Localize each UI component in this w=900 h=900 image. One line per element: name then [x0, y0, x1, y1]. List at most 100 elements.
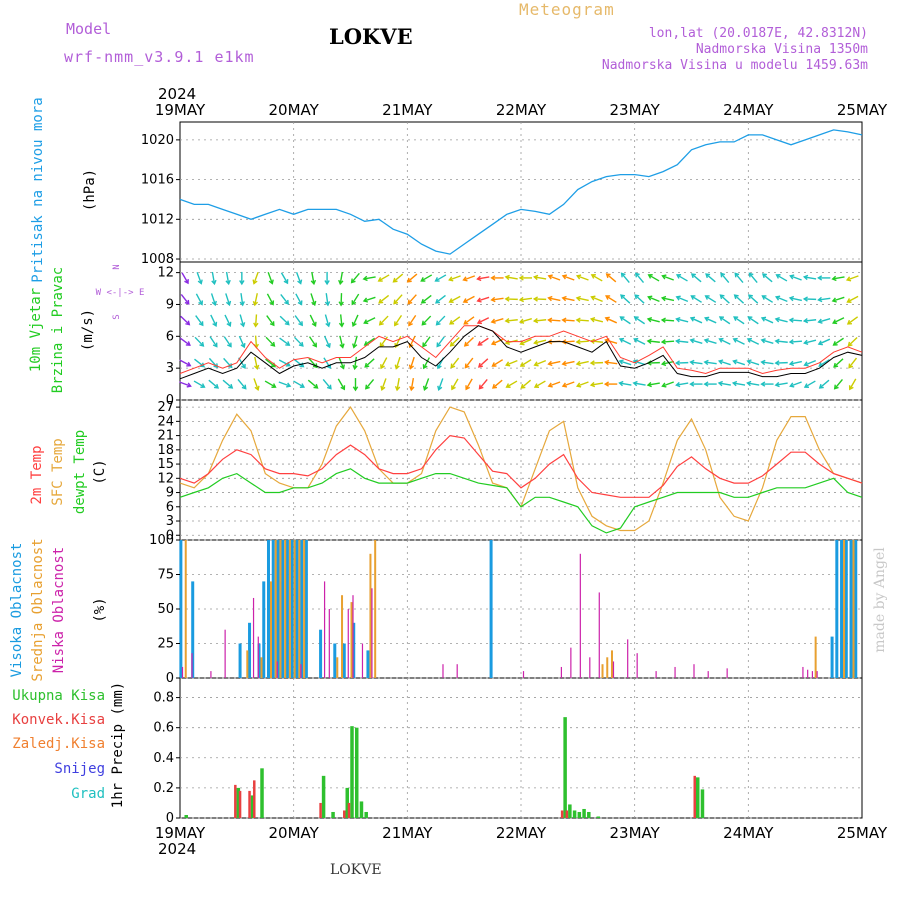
wind-arrow-head [561, 317, 567, 323]
cloud-mid-bar [350, 602, 353, 678]
wind-arrow-head [392, 277, 398, 283]
wind-arrow [676, 318, 689, 323]
date-label-top: 19MAY [155, 101, 206, 119]
wind-arrow-head [448, 276, 454, 282]
precip-conv-bar [248, 790, 251, 818]
wind-arrow [718, 360, 731, 366]
temperature-ytick-label: 21 [157, 429, 174, 444]
wind-arrow-head [632, 359, 639, 365]
wind-arrow-head [339, 343, 345, 349]
wind-arrow-head [817, 318, 823, 324]
wind-arrow-head [605, 295, 611, 300]
wind-arrow-head [378, 298, 384, 304]
wind-arrow-head [547, 295, 553, 302]
wind-arrow [576, 360, 589, 365]
wind-arrow-head [620, 272, 626, 278]
wind-arrow-head [689, 338, 695, 344]
precip-conv-bar [347, 802, 351, 818]
cloud-low-bar [570, 647, 572, 678]
cloud-high-bar [300, 540, 304, 678]
wind-arrow-head [802, 274, 809, 281]
wind-arrow-head [719, 294, 725, 300]
wind-arrow-head [225, 279, 231, 286]
wind-arrow [294, 315, 303, 326]
wind-arrow [222, 379, 233, 389]
precip-conv-bar [319, 802, 322, 818]
wind-arrow [719, 338, 731, 345]
wind-arrow-head [408, 321, 413, 327]
wind-arrow-head [690, 295, 696, 300]
wind-arrow [380, 357, 388, 369]
wind-arrow-head [847, 341, 853, 347]
wind-arrow-head [561, 382, 568, 388]
wind-arrow [620, 294, 631, 304]
wind-arrow-head [604, 359, 610, 366]
wind-arrow [491, 297, 504, 301]
wind-arrow [266, 315, 275, 326]
wind-arrow-head [518, 318, 525, 324]
wind-arrow-head [422, 364, 428, 370]
wind-arrow [534, 319, 547, 322]
wind-arrow-head [717, 380, 723, 387]
wind-arrow-head [660, 360, 667, 367]
wind-arrow-head [505, 383, 511, 388]
wind-arrow-head [520, 383, 526, 389]
wind-arrow [180, 293, 190, 305]
wind-arrow-head [760, 338, 766, 344]
wind-arrow-head [761, 295, 767, 300]
wind-compass-we: W <-|-> E [95, 288, 145, 298]
cloud-low-bar [627, 639, 629, 678]
cloud-high-bar [285, 540, 289, 678]
wind-arrow [279, 337, 290, 346]
wind-arrow [846, 275, 859, 281]
wind-arrow-head [393, 299, 399, 305]
wind-arrow [705, 273, 716, 283]
wind-arrow-head [589, 381, 596, 388]
wind-arrow-head [394, 321, 399, 327]
pressure-ytick-label: 1020 [141, 133, 174, 148]
wind-arrow-head [422, 342, 427, 348]
precip-total-bar [359, 801, 364, 818]
cloud-low-bar [224, 629, 226, 678]
wind-arrow [676, 274, 688, 282]
wind-arrow [436, 315, 446, 326]
wind-arrow [719, 316, 731, 325]
cloud-mid-bar [852, 540, 855, 678]
cloud-low-bar [802, 666, 804, 678]
wind-arrow-head [434, 298, 441, 304]
wind-arrow [408, 315, 417, 326]
wind-arrow-head [312, 342, 317, 348]
wind-arrow [548, 275, 561, 281]
cloud-low-bar [276, 661, 278, 678]
wind-arrow-head [448, 298, 454, 303]
wind-arrow-head [436, 342, 442, 348]
wind-arrow [278, 359, 291, 367]
cloud-mid-bar [814, 636, 817, 678]
wind-speed-line [179, 325, 863, 380]
wind-arrow [339, 271, 344, 284]
precip-ytick-label: 0.8 [153, 691, 174, 706]
elevation-label: Nadmorska Visina 1350m [695, 42, 868, 57]
cloud-low-bar [210, 671, 212, 678]
wind-arrow-head [407, 299, 413, 305]
wind-arrow [364, 337, 376, 346]
wind-arrow [378, 274, 390, 282]
wind-arrow-head [490, 340, 497, 346]
wind-arrow [280, 272, 289, 284]
wind-arrow-head [253, 364, 260, 370]
wind-arrow [266, 293, 274, 305]
wind-arrow-head [747, 316, 753, 321]
wind-arrow [790, 275, 802, 281]
wind-arrow [477, 276, 490, 280]
wind-ytick-label: 6 [166, 329, 174, 344]
model-name: wrf-nmm_v3.9.1 e1km [64, 48, 255, 66]
wind-arrow-head [478, 384, 484, 390]
wind-arrow-head [718, 316, 724, 321]
wind-arrow-head [618, 337, 625, 343]
wind-arrow-head [199, 341, 205, 347]
wind-arrow-head [833, 362, 839, 368]
cloud-mid-bar [274, 540, 277, 678]
precip-legend-snow: Snijeg [54, 761, 105, 777]
wind-arrow [435, 294, 446, 304]
wind-arrow [606, 273, 617, 283]
